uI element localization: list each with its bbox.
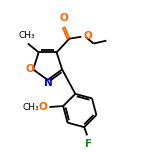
Text: F: F xyxy=(85,139,92,149)
Text: O: O xyxy=(59,13,68,23)
Text: CH₃: CH₃ xyxy=(19,31,35,40)
Text: O: O xyxy=(25,64,34,74)
Text: CH₃: CH₃ xyxy=(22,102,39,112)
Text: O: O xyxy=(84,31,93,41)
Text: N: N xyxy=(44,78,52,88)
Text: O: O xyxy=(39,102,47,112)
